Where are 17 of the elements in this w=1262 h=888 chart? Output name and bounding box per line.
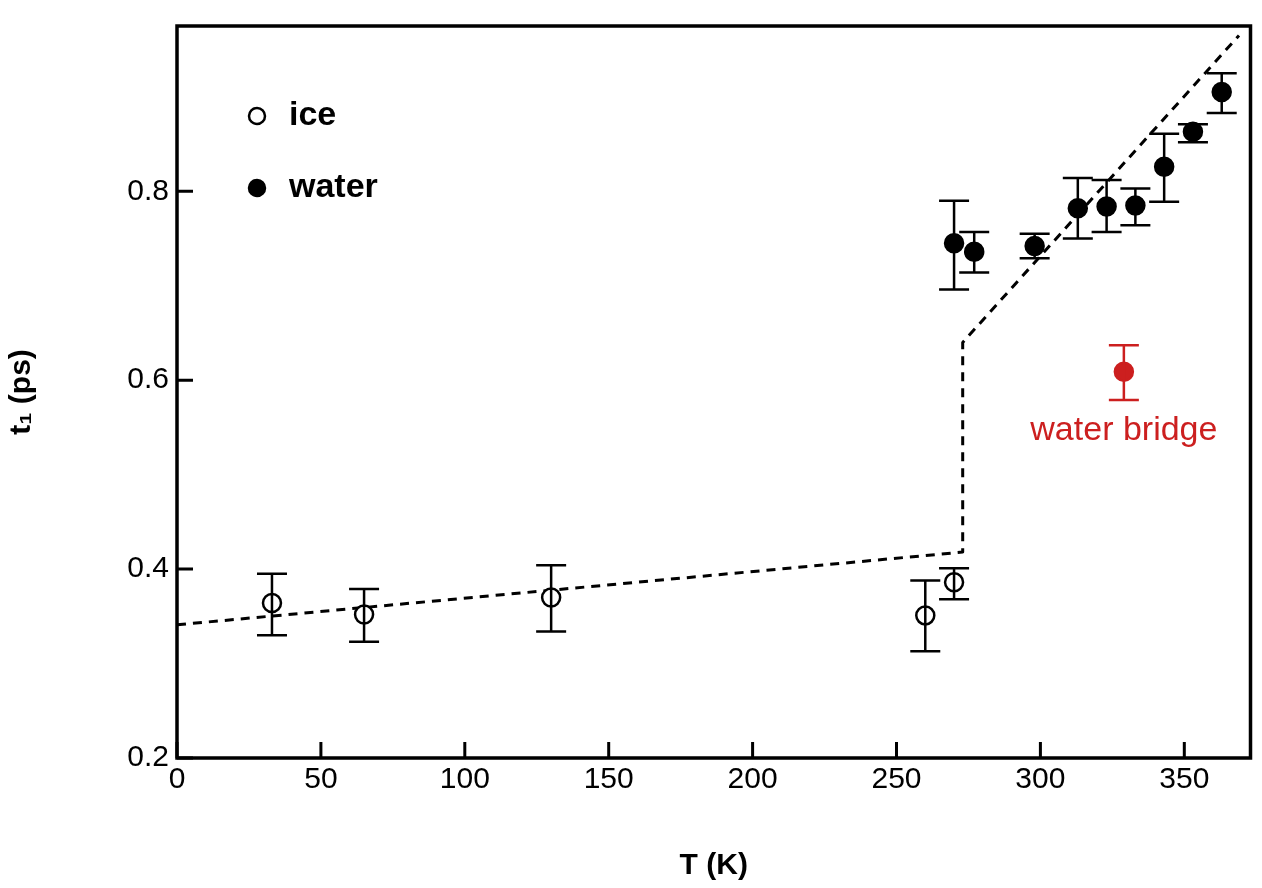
y-tick-label: 0.6 <box>127 361 169 395</box>
legend-label: water <box>288 166 378 205</box>
x-tick-label: 150 <box>583 761 634 795</box>
x-tick-label: 300 <box>1015 761 1066 795</box>
x-tick-label: 350 <box>1159 761 1210 795</box>
x-tick-label: 100 <box>439 761 490 795</box>
x-axis-title: T (K) <box>679 847 748 881</box>
x-tick-label: 200 <box>727 761 778 795</box>
y-tick-label: 0.8 <box>127 172 169 206</box>
y-axis-title: t₁ (ps) <box>3 349 37 435</box>
y-tick-label: 0.4 <box>127 550 169 584</box>
legend-label: ice <box>289 94 337 133</box>
x-tick-label: 50 <box>304 761 338 795</box>
y-tick-label: 0.2 <box>127 739 169 773</box>
x-tick-label: 0 <box>168 761 186 795</box>
annotation: water bridge <box>1029 409 1218 448</box>
x-tick-label: 250 <box>871 761 922 795</box>
